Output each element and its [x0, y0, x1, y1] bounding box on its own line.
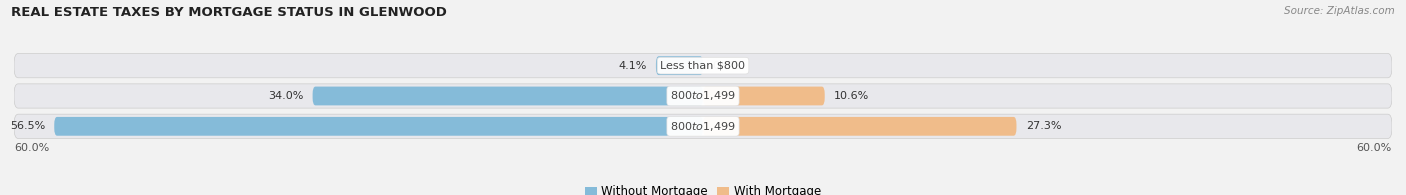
FancyBboxPatch shape	[14, 53, 1392, 78]
FancyBboxPatch shape	[312, 87, 703, 105]
Text: 34.0%: 34.0%	[269, 91, 304, 101]
Text: 60.0%: 60.0%	[14, 143, 49, 153]
FancyBboxPatch shape	[14, 84, 1392, 108]
Text: $800 to $1,499: $800 to $1,499	[671, 120, 735, 133]
FancyBboxPatch shape	[14, 114, 1392, 138]
FancyBboxPatch shape	[703, 117, 1017, 136]
Text: 27.3%: 27.3%	[1025, 121, 1062, 131]
Text: 10.6%: 10.6%	[834, 91, 869, 101]
Text: REAL ESTATE TAXES BY MORTGAGE STATUS IN GLENWOOD: REAL ESTATE TAXES BY MORTGAGE STATUS IN …	[11, 6, 447, 19]
Text: 0.0%: 0.0%	[713, 61, 741, 71]
Text: Source: ZipAtlas.com: Source: ZipAtlas.com	[1284, 6, 1395, 16]
Text: Less than $800: Less than $800	[661, 61, 745, 71]
Text: 56.5%: 56.5%	[10, 121, 45, 131]
FancyBboxPatch shape	[703, 87, 825, 105]
Text: 4.1%: 4.1%	[619, 61, 647, 71]
Legend: Without Mortgage, With Mortgage: Without Mortgage, With Mortgage	[581, 181, 825, 195]
Text: 60.0%: 60.0%	[1357, 143, 1392, 153]
Text: $800 to $1,499: $800 to $1,499	[671, 90, 735, 103]
FancyBboxPatch shape	[55, 117, 703, 136]
FancyBboxPatch shape	[657, 56, 703, 75]
